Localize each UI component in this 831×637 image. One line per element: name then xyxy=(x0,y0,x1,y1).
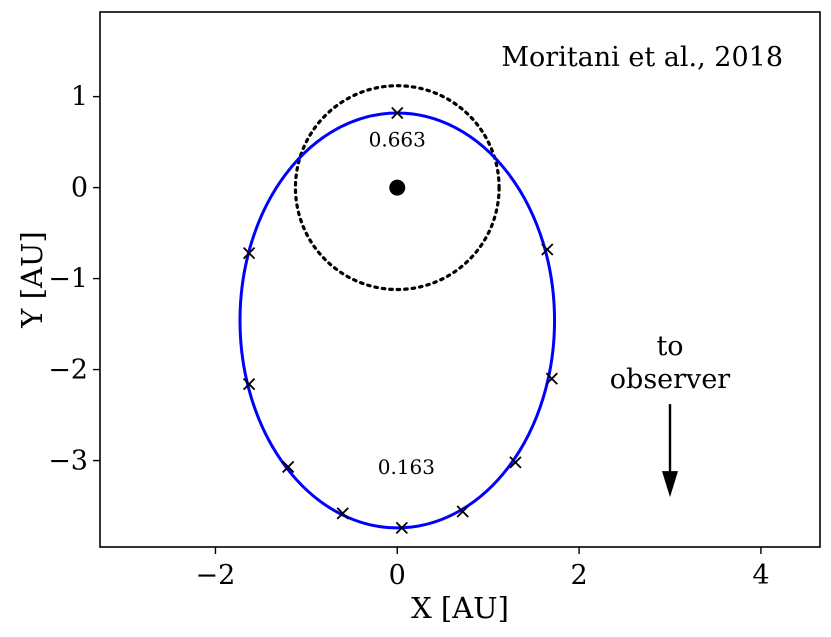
orbit-marker xyxy=(242,377,256,391)
dotted-circle xyxy=(293,84,501,292)
x-tick-label: 2 xyxy=(570,560,587,591)
y-tick-label: −1 xyxy=(48,264,88,295)
orbit-marker-stroke xyxy=(509,456,522,469)
orbit-marker-stroke xyxy=(541,243,554,256)
observer-label-line2: observer xyxy=(610,364,731,395)
y-tick-label: −2 xyxy=(48,355,88,386)
orbit-marker xyxy=(242,246,256,260)
orbit-marker xyxy=(395,521,408,535)
y-axis-label: Y [AU] xyxy=(15,231,49,328)
observer-arrow-head xyxy=(662,471,678,498)
citation-annotation: Moritani et al., 2018 xyxy=(501,42,783,73)
y-tick-label: 1 xyxy=(71,82,88,113)
phase-label-bottom: 0.163 xyxy=(378,455,435,479)
orbit-marker-stroke xyxy=(282,460,295,474)
x-tick-label: −2 xyxy=(196,560,236,591)
orbit-marker-stroke xyxy=(242,246,256,260)
orbit-marker xyxy=(545,372,558,385)
orbit-marker xyxy=(509,456,522,469)
orbit-marker-stroke xyxy=(242,377,256,391)
x-tick-label: 4 xyxy=(752,560,769,591)
orbit-marker xyxy=(282,460,295,474)
orbit-marker-stroke xyxy=(545,372,558,385)
y-tick-label: 0 xyxy=(71,173,88,204)
orbit-marker xyxy=(456,505,469,518)
orbit-marker-stroke xyxy=(391,106,404,120)
orbit-marker-stroke xyxy=(336,507,349,520)
orbit-marker-stroke xyxy=(456,505,469,518)
orbit-marker xyxy=(391,106,404,120)
y-tick-label: −3 xyxy=(48,446,88,477)
plot-layer xyxy=(238,84,678,535)
x-tick-label: 0 xyxy=(389,560,406,591)
observer-label-line1: to xyxy=(656,331,683,362)
x-axis-label: X [AU] xyxy=(411,591,509,625)
phase-label-top: 0.663 xyxy=(369,128,426,152)
orbit-marker xyxy=(541,243,554,256)
orbit-marker xyxy=(336,507,349,520)
orbit-marker-stroke xyxy=(395,521,408,535)
x-axis-ticks: −2 0 2 4 xyxy=(196,547,770,591)
central-star xyxy=(389,179,406,196)
y-axis-ticks: 1 0 −1 −2 −3 xyxy=(48,82,100,477)
plot-frame xyxy=(99,11,821,548)
